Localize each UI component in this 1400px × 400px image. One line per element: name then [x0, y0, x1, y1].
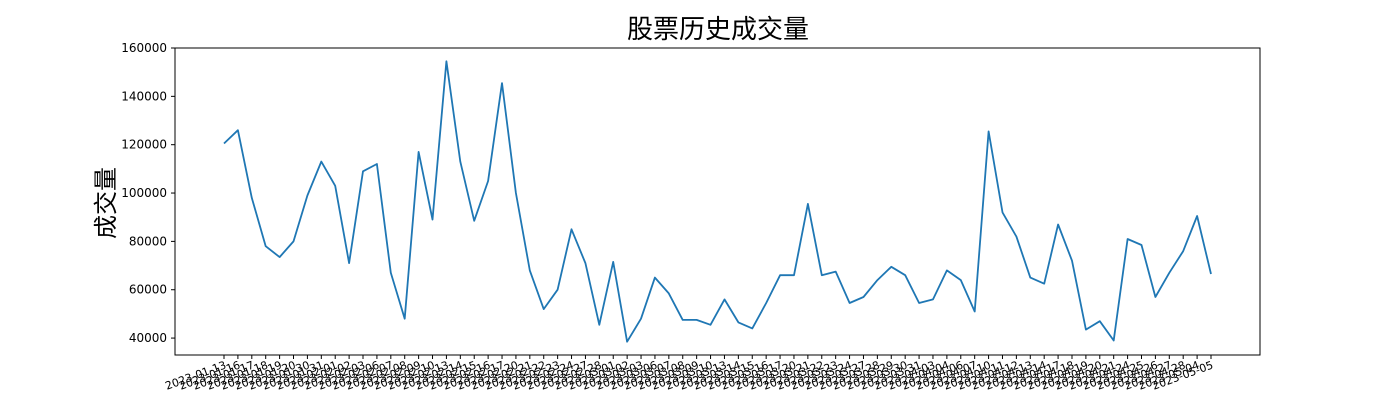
data-point	[1043, 283, 1045, 285]
data-point	[626, 341, 628, 343]
data-point	[1057, 224, 1059, 226]
data-point	[279, 256, 281, 258]
data-point	[960, 279, 962, 281]
data-point	[432, 219, 434, 221]
data-point	[1002, 211, 1004, 213]
data-point	[293, 240, 295, 242]
data-point	[918, 302, 920, 304]
data-point	[515, 192, 517, 194]
data-point	[682, 319, 684, 321]
data-point	[376, 163, 378, 165]
data-point	[1141, 244, 1143, 246]
data-point	[1085, 329, 1087, 331]
data-point	[1154, 296, 1156, 298]
data-point	[251, 197, 253, 199]
y-tick-label: 100000	[121, 186, 167, 200]
data-point	[265, 245, 267, 247]
data-point	[223, 143, 225, 145]
data-point	[1127, 238, 1129, 240]
data-point	[946, 269, 948, 271]
data-point	[849, 302, 851, 304]
data-point	[334, 185, 336, 187]
data-point	[306, 195, 308, 197]
data-point	[362, 170, 364, 172]
data-point	[876, 279, 878, 281]
data-point	[1168, 272, 1170, 274]
data-point	[807, 203, 809, 205]
data-point	[863, 296, 865, 298]
data-point	[988, 130, 990, 132]
data-point	[1015, 236, 1017, 238]
data-point	[1210, 273, 1212, 275]
data-point	[654, 277, 656, 279]
data-point	[737, 321, 739, 323]
data-point	[724, 298, 726, 300]
data-point	[390, 272, 392, 274]
data-point	[974, 311, 976, 313]
y-tick-label: 120000	[121, 138, 167, 152]
data-point	[529, 269, 531, 271]
data-point	[890, 266, 892, 268]
chart-title: 股票历史成交量	[627, 15, 809, 45]
plot-area	[223, 60, 1212, 343]
data-point	[765, 302, 767, 304]
y-axis: 40000 60000 80000 100000 120000 140000 160000	[121, 41, 175, 345]
y-tick-label: 160000	[121, 41, 167, 55]
data-point	[696, 319, 698, 321]
data-point	[1029, 277, 1031, 279]
data-point	[1113, 340, 1115, 342]
data-point	[543, 308, 545, 310]
data-point	[751, 327, 753, 329]
data-point	[404, 318, 406, 320]
data-point	[835, 271, 837, 273]
data-point	[1099, 320, 1101, 322]
data-point	[710, 324, 712, 326]
data-point	[932, 298, 934, 300]
data-point	[612, 261, 614, 263]
y-tick-label: 140000	[121, 89, 167, 103]
data-point	[348, 262, 350, 264]
data-point	[320, 161, 322, 163]
data-point	[779, 274, 781, 276]
data-point	[640, 318, 642, 320]
data-point	[793, 274, 795, 276]
data-point	[418, 151, 420, 153]
data-point	[571, 228, 573, 230]
data-point	[445, 60, 447, 62]
data-point	[1196, 215, 1198, 217]
data-point	[487, 180, 489, 182]
series-line	[223, 60, 1212, 343]
data-point	[473, 220, 475, 222]
data-point	[584, 262, 586, 264]
x-axis: 2023-01-132023-01-162023-01-172023-01-18…	[163, 355, 1215, 393]
y-tick-label: 40000	[129, 331, 167, 345]
data-point	[501, 82, 503, 84]
y-tick-label: 80000	[129, 234, 167, 248]
data-point	[1071, 260, 1073, 262]
data-point	[237, 129, 239, 131]
data-point	[668, 292, 670, 294]
data-point	[459, 161, 461, 163]
y-tick-label: 60000	[129, 283, 167, 297]
plot-frame	[174, 47, 1261, 356]
data-point	[904, 274, 906, 276]
y-axis-label: 成交量	[92, 167, 120, 239]
data-point	[821, 274, 823, 276]
data-point	[1182, 250, 1184, 252]
data-point	[598, 324, 600, 326]
data-point	[557, 289, 559, 291]
